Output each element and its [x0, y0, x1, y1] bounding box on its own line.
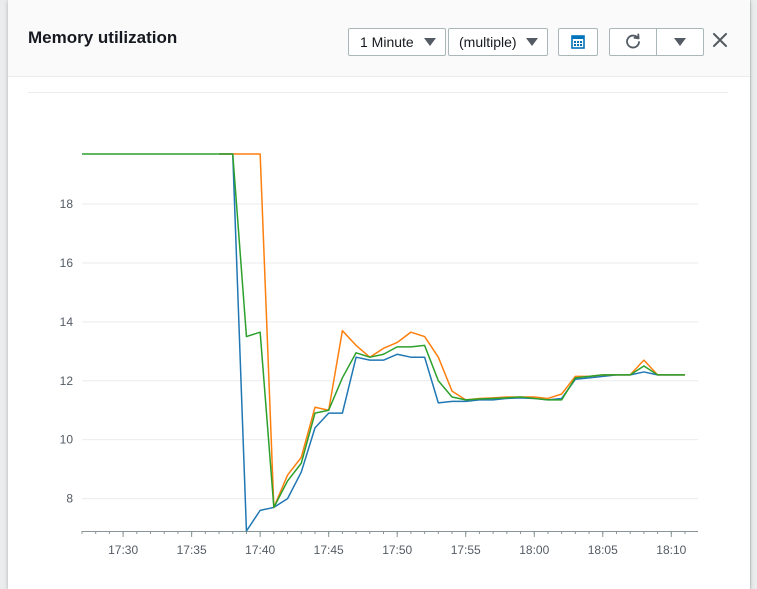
refresh-button[interactable]	[609, 28, 657, 56]
caret-down-icon	[424, 38, 436, 46]
close-icon	[713, 33, 727, 47]
series-line-2	[219, 153, 685, 509]
y-tick-label: 8	[66, 492, 73, 506]
y-tick-label: 18	[60, 197, 74, 211]
statistic-select-value: (multiple)	[459, 34, 517, 50]
x-tick-label: 18:10	[656, 543, 686, 557]
x-tick-label: 17:50	[382, 543, 412, 557]
calendar-button[interactable]	[558, 28, 598, 56]
y-tick-label: 12	[60, 374, 74, 388]
period-select[interactable]: 1 Minute	[348, 28, 446, 56]
y-tick-label: 16	[60, 256, 74, 270]
x-tick-label: 17:55	[451, 543, 481, 557]
page-backdrop-right	[750, 0, 757, 589]
modal-header: Memory utilization 1 Minute (multiple)	[8, 0, 750, 77]
header-divider	[28, 92, 728, 93]
x-tick-label: 17:30	[108, 543, 138, 557]
chart-grid	[82, 203, 698, 500]
x-tick-label: 18:00	[519, 543, 549, 557]
x-tick-label: 17:40	[245, 543, 275, 557]
series-line-1	[219, 153, 685, 532]
calendar-icon	[571, 35, 585, 49]
x-tick-label: 18:05	[588, 543, 618, 557]
page-backdrop-left	[0, 0, 8, 589]
chart-series	[82, 153, 685, 532]
chart-axes: 8 10 12 14 16 18 17:30 17:35 17:40 17:45 17:50 17:5…	[60, 197, 698, 557]
metric-modal: Memory utilization 1 Minute (multiple)	[8, 0, 750, 589]
modal-title: Memory utilization	[28, 28, 178, 47]
x-tick-label: 17:35	[177, 543, 207, 557]
series-line-3	[82, 153, 685, 509]
x-tick-label: 17:45	[314, 543, 344, 557]
statistic-select[interactable]: (multiple)	[448, 28, 548, 56]
caret-down-icon	[674, 38, 686, 46]
y-tick-label: 14	[60, 315, 74, 329]
y-tick-label: 10	[60, 433, 74, 447]
period-select-value: 1 Minute	[360, 34, 414, 50]
refresh-options-button[interactable]	[656, 28, 704, 56]
close-button[interactable]	[708, 28, 732, 52]
caret-down-icon	[526, 38, 538, 46]
refresh-icon	[626, 33, 640, 49]
